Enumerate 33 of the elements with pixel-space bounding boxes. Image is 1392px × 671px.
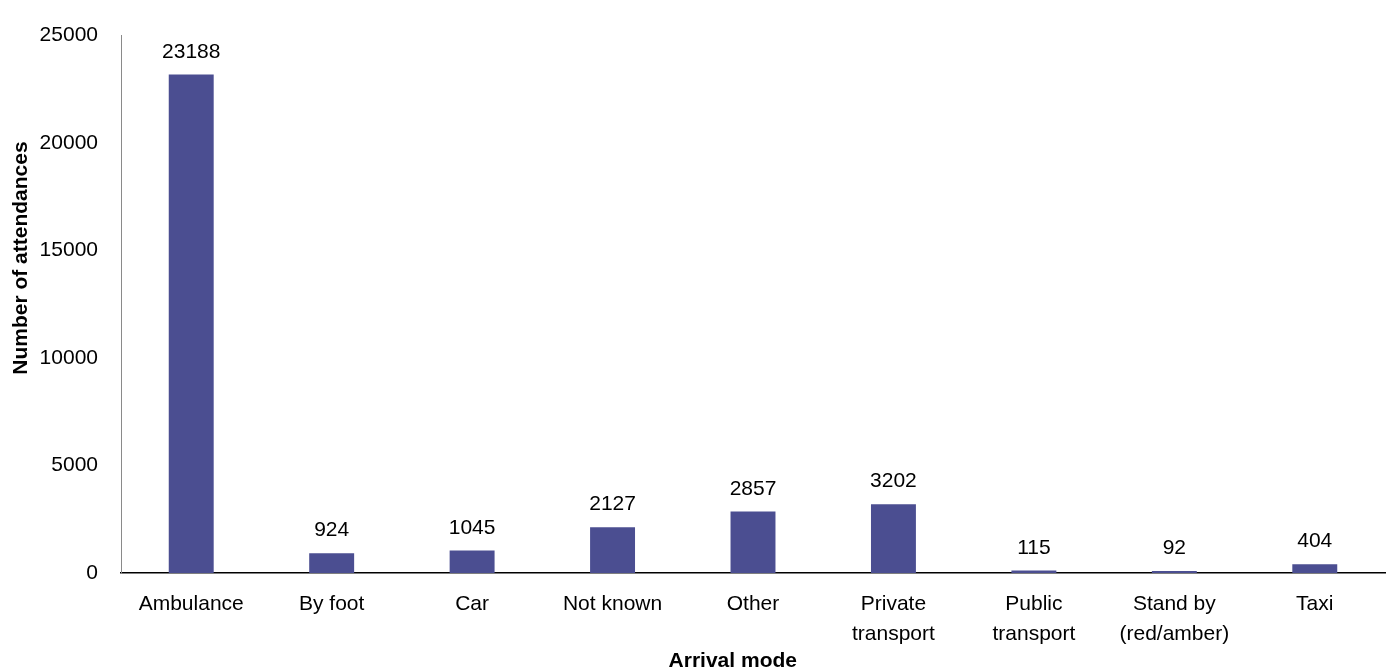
x-tick-label: Stand by (red/amber) bbox=[1119, 590, 1230, 644]
x-tick-label: Public transport bbox=[992, 590, 1076, 644]
data-label: 115 bbox=[1017, 534, 1051, 558]
bar bbox=[590, 527, 636, 573]
y-tick-label: 10000 bbox=[39, 344, 98, 368]
x-tick-label: Car bbox=[455, 590, 490, 614]
bar bbox=[870, 504, 916, 573]
bar bbox=[730, 511, 776, 573]
x-tick-label: Private transport bbox=[852, 590, 936, 644]
bar bbox=[168, 74, 214, 573]
data-label: 3202 bbox=[870, 468, 917, 492]
y-tick-label: 20000 bbox=[39, 129, 98, 153]
y-axis-title: Number of attendances bbox=[7, 141, 31, 375]
data-label: 1045 bbox=[448, 514, 496, 538]
y-tick-label: 5000 bbox=[51, 452, 98, 476]
bar bbox=[449, 550, 495, 573]
x-tick-label: Taxi bbox=[1296, 590, 1334, 614]
bar bbox=[309, 553, 355, 573]
x-tick-label: Not known bbox=[562, 590, 663, 614]
x-tick-label: Other bbox=[726, 590, 780, 614]
y-tick-label: 0 bbox=[86, 559, 98, 583]
data-label: 2857 bbox=[729, 475, 777, 499]
y-tick-label: 25000 bbox=[39, 22, 98, 46]
bar bbox=[1292, 564, 1338, 573]
data-label: 404 bbox=[1297, 528, 1333, 552]
data-label: 2127 bbox=[589, 491, 636, 515]
x-tick-label: Ambulance bbox=[138, 590, 244, 614]
x-axis-title: Arrival mode bbox=[668, 647, 797, 671]
data-label: 23188 bbox=[162, 38, 221, 62]
y-tick-label: 15000 bbox=[39, 237, 98, 261]
x-tick-label: By foot bbox=[298, 590, 365, 614]
data-label: 924 bbox=[314, 517, 350, 541]
data-label: 92 bbox=[1162, 535, 1187, 559]
